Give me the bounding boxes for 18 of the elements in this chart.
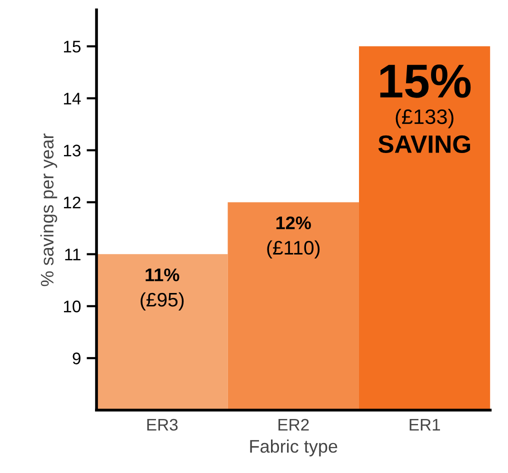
data-label: 11%: [146, 268, 180, 282]
y-axis-title: % savings per year: [40, 134, 58, 286]
y-tick-label: 14: [64, 92, 81, 104]
x-tick-label: ER1: [410, 419, 440, 430]
y-tick-label: 12: [64, 196, 80, 208]
y-tick-label: 13: [64, 144, 81, 156]
y-tick-label: 15: [64, 40, 81, 53]
x-tick-label: ER2: [278, 418, 309, 430]
data-label: 12%: [276, 216, 311, 230]
y-tick-label: 10: [64, 300, 81, 312]
annotation: (£133) SAVING: [378, 108, 470, 154]
annotation: (£95): [140, 292, 184, 310]
y-tick-label: 9: [72, 352, 80, 364]
annotation: (£110): [267, 240, 320, 258]
x-tick-label: ER3: [147, 418, 178, 431]
y-tick-label: 11: [65, 248, 80, 260]
data-label: 15%: [380, 64, 471, 98]
x-axis-title: Fabric type: [250, 440, 338, 456]
